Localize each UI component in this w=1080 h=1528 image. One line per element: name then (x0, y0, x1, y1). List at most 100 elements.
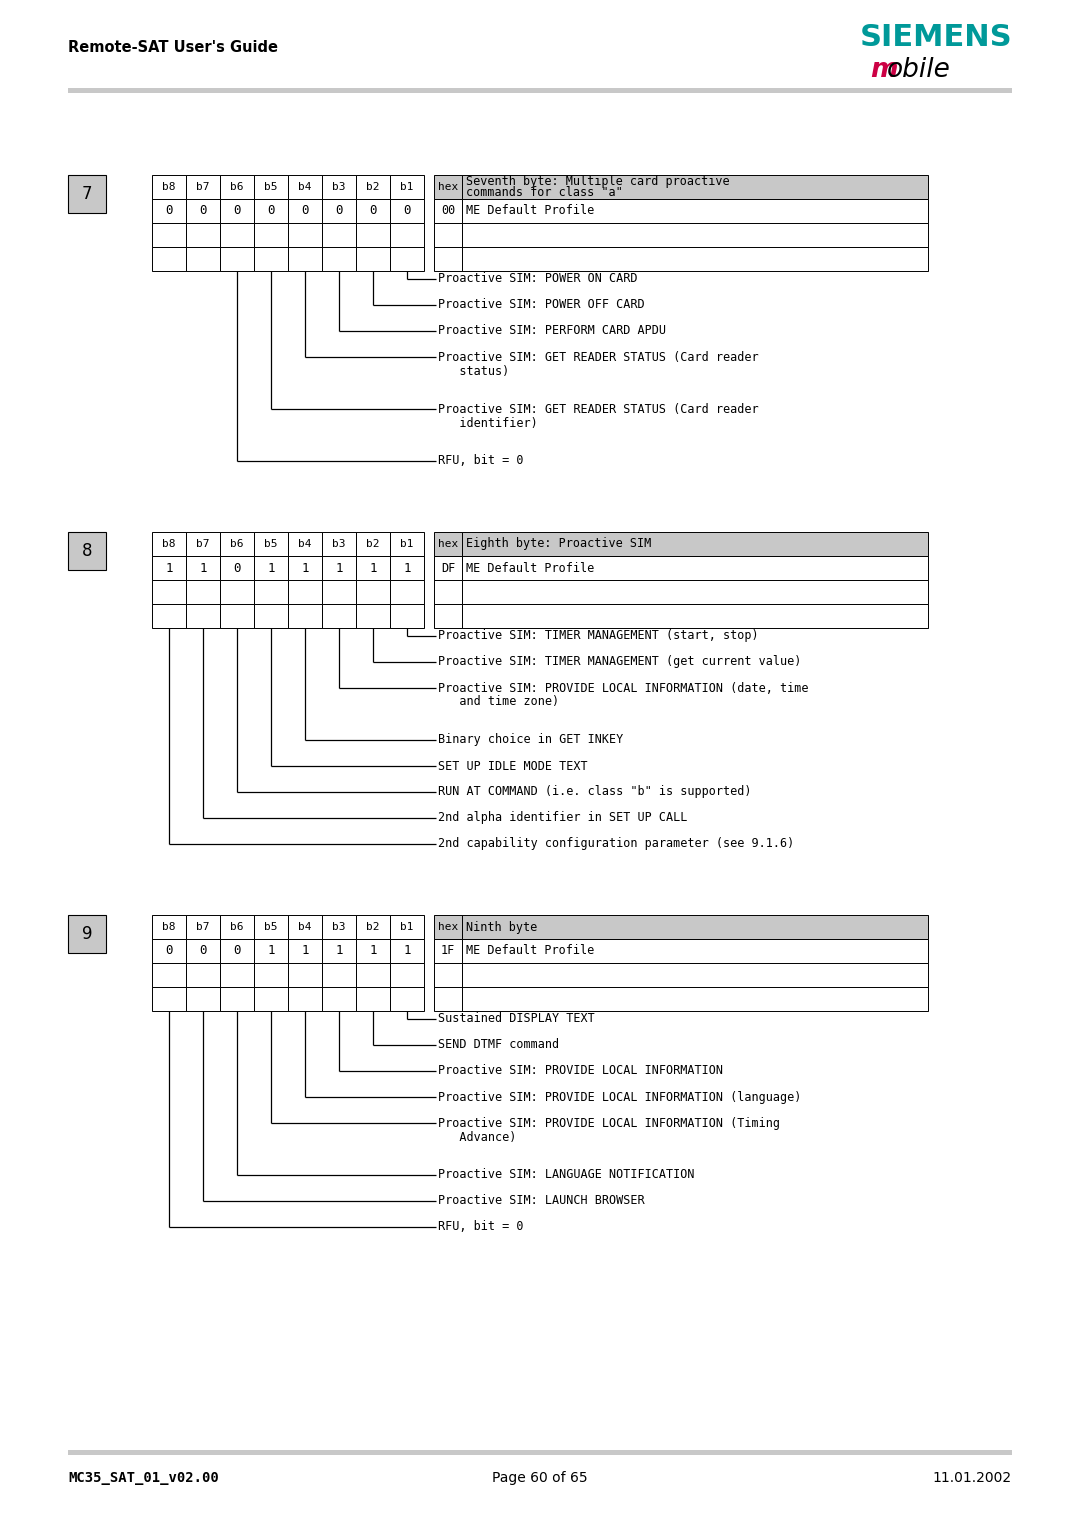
Text: 1: 1 (369, 944, 377, 958)
Bar (462, 963, 928, 987)
Bar (152, 987, 186, 1012)
Bar (220, 532, 254, 556)
Bar (68, 89, 1012, 93)
Text: status): status) (438, 365, 510, 377)
Bar (152, 581, 186, 604)
Bar (322, 248, 356, 270)
Bar (152, 940, 186, 963)
Text: 0: 0 (233, 205, 241, 217)
Text: b4: b4 (298, 182, 312, 193)
Bar (390, 248, 424, 270)
Text: DF: DF (441, 561, 455, 575)
Bar (288, 604, 322, 628)
Text: b7: b7 (197, 182, 210, 193)
Bar (254, 199, 288, 223)
Bar (186, 223, 220, 248)
Bar (462, 248, 928, 270)
Text: Proactive SIM: LANGUAGE NOTIFICATION: Proactive SIM: LANGUAGE NOTIFICATION (438, 1169, 694, 1181)
Bar (220, 581, 254, 604)
Text: obile: obile (887, 57, 950, 83)
Text: 0: 0 (301, 205, 309, 217)
Bar (434, 963, 462, 987)
Text: b5: b5 (265, 182, 278, 193)
Bar (220, 248, 254, 270)
Bar (322, 556, 356, 581)
Text: 1: 1 (301, 944, 309, 958)
Bar (322, 940, 356, 963)
Text: b1: b1 (401, 539, 414, 549)
Bar (186, 581, 220, 604)
Bar (434, 581, 462, 604)
Bar (390, 581, 424, 604)
Bar (390, 223, 424, 248)
Bar (356, 248, 390, 270)
Bar (322, 963, 356, 987)
Bar (434, 940, 462, 963)
Text: b1: b1 (401, 921, 414, 932)
Bar (356, 176, 390, 199)
Text: Eighth byte: Proactive SIM: Eighth byte: Proactive SIM (465, 538, 651, 550)
Text: 0: 0 (369, 205, 377, 217)
Bar (68, 1450, 1012, 1455)
Text: Proactive SIM: POWER OFF CARD: Proactive SIM: POWER OFF CARD (438, 298, 645, 312)
Bar (462, 223, 928, 248)
Text: 1: 1 (403, 561, 410, 575)
Bar (462, 556, 928, 581)
Text: 8: 8 (82, 542, 92, 559)
Bar (254, 987, 288, 1012)
Bar (322, 532, 356, 556)
Bar (322, 176, 356, 199)
Text: MC35_SAT_01_v02.00: MC35_SAT_01_v02.00 (68, 1471, 219, 1485)
Bar (390, 532, 424, 556)
Bar (434, 532, 462, 556)
Text: ME Default Profile: ME Default Profile (465, 205, 594, 217)
Bar (254, 223, 288, 248)
Bar (152, 176, 186, 199)
Text: 1: 1 (267, 561, 274, 575)
Bar (220, 176, 254, 199)
Bar (322, 581, 356, 604)
Bar (434, 987, 462, 1012)
Bar (462, 915, 928, 940)
Bar (390, 199, 424, 223)
Bar (254, 604, 288, 628)
Bar (434, 223, 462, 248)
Bar (434, 248, 462, 270)
Bar (434, 199, 462, 223)
Text: 1: 1 (335, 944, 342, 958)
Text: hex: hex (437, 182, 458, 193)
Bar (288, 223, 322, 248)
Text: 0: 0 (233, 561, 241, 575)
Bar (356, 199, 390, 223)
Bar (434, 176, 462, 199)
Bar (390, 940, 424, 963)
Text: 0: 0 (403, 205, 410, 217)
Text: Remote-SAT User's Guide: Remote-SAT User's Guide (68, 41, 278, 55)
Bar (254, 176, 288, 199)
Bar (462, 604, 928, 628)
Bar (288, 532, 322, 556)
Bar (288, 248, 322, 270)
Text: b6: b6 (230, 921, 244, 932)
Bar (254, 556, 288, 581)
Bar (434, 556, 462, 581)
Bar (390, 176, 424, 199)
Bar (434, 604, 462, 628)
Bar (186, 556, 220, 581)
Bar (220, 604, 254, 628)
Text: b7: b7 (197, 539, 210, 549)
Bar (322, 223, 356, 248)
Bar (356, 556, 390, 581)
Text: 0: 0 (165, 944, 173, 958)
Bar (186, 532, 220, 556)
Bar (322, 915, 356, 940)
Bar (356, 940, 390, 963)
Text: 0: 0 (335, 205, 342, 217)
Bar (68, 915, 106, 953)
Bar (254, 940, 288, 963)
Bar (68, 532, 106, 570)
Bar (220, 199, 254, 223)
Bar (462, 940, 928, 963)
Bar (220, 223, 254, 248)
Bar (186, 915, 220, 940)
